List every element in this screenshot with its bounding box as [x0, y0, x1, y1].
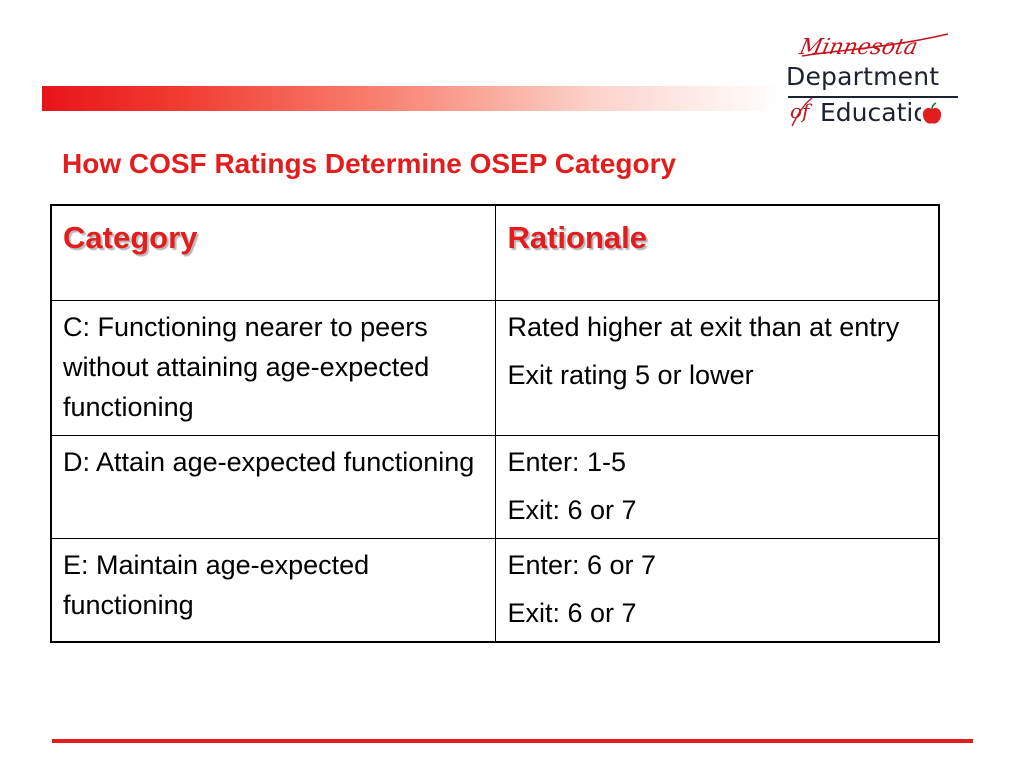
rationale-line: Exit rating 5 or lower: [507, 360, 754, 390]
logo-divider: [788, 96, 958, 98]
slide-title: How COSF Ratings Determine OSEP Category: [62, 148, 677, 179]
table-header-row: Category Rationale: [50, 204, 940, 301]
rationale-cell: Enter: 6 or 7 Exit: 6 or 7: [495, 538, 940, 643]
table-row: D: Attain age-expected functioning Enter…: [50, 435, 940, 539]
header-gradient-bar: [42, 86, 782, 111]
logo-minnesota-script: Minnesota: [798, 33, 949, 60]
category-cell: D: Attain age-expected functioning: [50, 435, 497, 539]
rationale-line: Rated higher at exit than at entry: [507, 312, 900, 342]
table-row: C: Functioning nearer to peers without a…: [50, 300, 940, 436]
category-cell: C: Functioning nearer to peers without a…: [50, 300, 497, 436]
apple-icon: [921, 102, 943, 126]
category-cell: E: Maintain age-expected functioning: [50, 538, 497, 643]
footer-rule: [52, 739, 973, 743]
rationale-line: Enter: 1-5: [507, 447, 627, 477]
rationale-cell: Rated higher at exit than at entry Exit …: [495, 300, 940, 436]
rationale-cell: Enter: 1-5 Exit: 6 or 7: [495, 435, 940, 539]
rationale-line: Enter: 6 or 7: [507, 550, 657, 580]
logo-of-text: of: [790, 99, 813, 123]
cosf-osep-table: Category Rationale C: Functioning nearer…: [50, 204, 940, 643]
logo-department-text: Department: [786, 62, 940, 91]
mde-logo: Minnesota Department of Education: [784, 28, 964, 128]
rationale-line: Exit: 6 or 7: [507, 495, 637, 525]
rationale-line: Exit: 6 or 7: [507, 598, 637, 628]
logo-of-script: of: [790, 97, 813, 127]
header-rationale: Rationale: [495, 204, 940, 301]
header-category: Category: [50, 204, 497, 301]
logo-minnesota-text: Minnesota: [798, 34, 920, 60]
table-row: E: Maintain age-expected functioning Ent…: [50, 538, 940, 643]
